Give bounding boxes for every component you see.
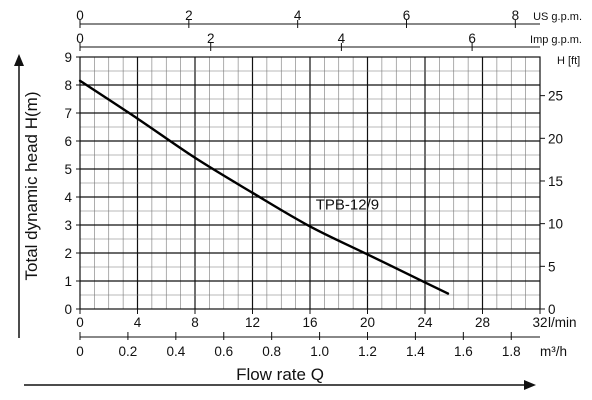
hft-tick-label: 25	[548, 89, 563, 104]
impgpm-tick-label: 0	[76, 31, 84, 46]
y-axis-title: Total dynamic head H(m)	[22, 92, 41, 281]
series-point	[193, 156, 197, 159]
hm-tick-label: 2	[64, 246, 72, 261]
series-point	[251, 191, 254, 194]
usgpm-unit-label: US g.p.m.	[533, 11, 582, 23]
m3h-tick-label: 0.4	[166, 344, 185, 359]
series-group: TPB-12/9	[78, 79, 450, 295]
y-axis-arrow-head	[14, 54, 24, 66]
lmin-tick-label: 24	[417, 315, 433, 330]
lmin-unit-label: l/min	[548, 315, 577, 330]
impgpm-tick-label: 2	[207, 31, 215, 46]
impgpm-tick-label: 4	[338, 31, 346, 46]
hft-tick-label: 0	[548, 302, 556, 317]
hm-tick-label: 0	[64, 302, 72, 317]
usgpm-tick-label: 6	[403, 8, 411, 23]
impgpm-tick-label: 6	[468, 31, 476, 46]
m3h-tick-label: 1.6	[454, 344, 473, 359]
x-axis-arrow-head	[524, 380, 536, 390]
lmin-tick-label: 4	[134, 315, 142, 330]
series-curve	[79, 79, 449, 295]
m3h-tick-label: 0.2	[119, 344, 138, 359]
series-point	[308, 225, 312, 228]
m3h-tick-label: 0.6	[214, 344, 233, 359]
lmin-tick-label: 32	[532, 315, 547, 330]
usgpm-tick-label: 2	[185, 8, 193, 23]
hm-tick-label: 7	[64, 106, 72, 121]
m3h-unit-label: m³/h	[540, 344, 567, 359]
hm-tick-label: 6	[64, 134, 72, 149]
lmin-tick-label: 0	[76, 315, 84, 330]
m3h-tick-label: 1.0	[310, 344, 329, 359]
series-point	[423, 281, 427, 284]
m3h-tick-label: 0	[76, 344, 84, 359]
hm-tick-label: 1	[64, 274, 72, 289]
series-point	[78, 79, 82, 83]
hft-unit-label: H [ft]	[557, 55, 580, 67]
lmin-tick-label: 28	[475, 315, 490, 330]
lmin-tick-label: 16	[302, 315, 317, 330]
series-point	[446, 292, 450, 295]
hm-tick-label: 5	[64, 162, 72, 177]
series-point	[136, 117, 139, 120]
hm-tick-label: 9	[64, 50, 72, 65]
grid-lines	[80, 57, 540, 309]
usgpm-tick-label: 0	[76, 8, 84, 23]
hm-tick-label: 4	[64, 190, 72, 205]
hft-tick-label: 10	[548, 217, 563, 232]
m3h-tick-label: 1.8	[502, 344, 521, 359]
lmin-tick-label: 8	[191, 315, 199, 330]
impgpm-unit-label: Imp g.p.m.	[530, 34, 582, 46]
hm-tick-label: 3	[64, 218, 72, 233]
m3h-tick-label: 1.2	[358, 344, 377, 359]
hft-tick-label: 15	[548, 174, 563, 189]
lmin-tick-label: 12	[245, 315, 260, 330]
usgpm-tick-label: 4	[294, 8, 302, 23]
m3h-tick-label: 1.4	[406, 344, 425, 359]
series-point	[366, 253, 369, 256]
m3h-tick-label: 0.8	[262, 344, 281, 359]
series-label: TPB-12/9	[316, 197, 379, 214]
usgpm-tick-label: 8	[512, 8, 520, 23]
hm-tick-label: 8	[64, 78, 72, 93]
hft-tick-label: 5	[548, 259, 556, 274]
x-axis-title: Flow rate Q	[236, 365, 324, 384]
lmin-tick-label: 20	[360, 315, 375, 330]
tick-labels: 0 4 8 12 16 20 24 28 320 0.2 0.4 0.6 0.8 1.0 1.2 1.4 1.6…	[64, 8, 563, 359]
hft-tick-label: 20	[548, 131, 563, 146]
